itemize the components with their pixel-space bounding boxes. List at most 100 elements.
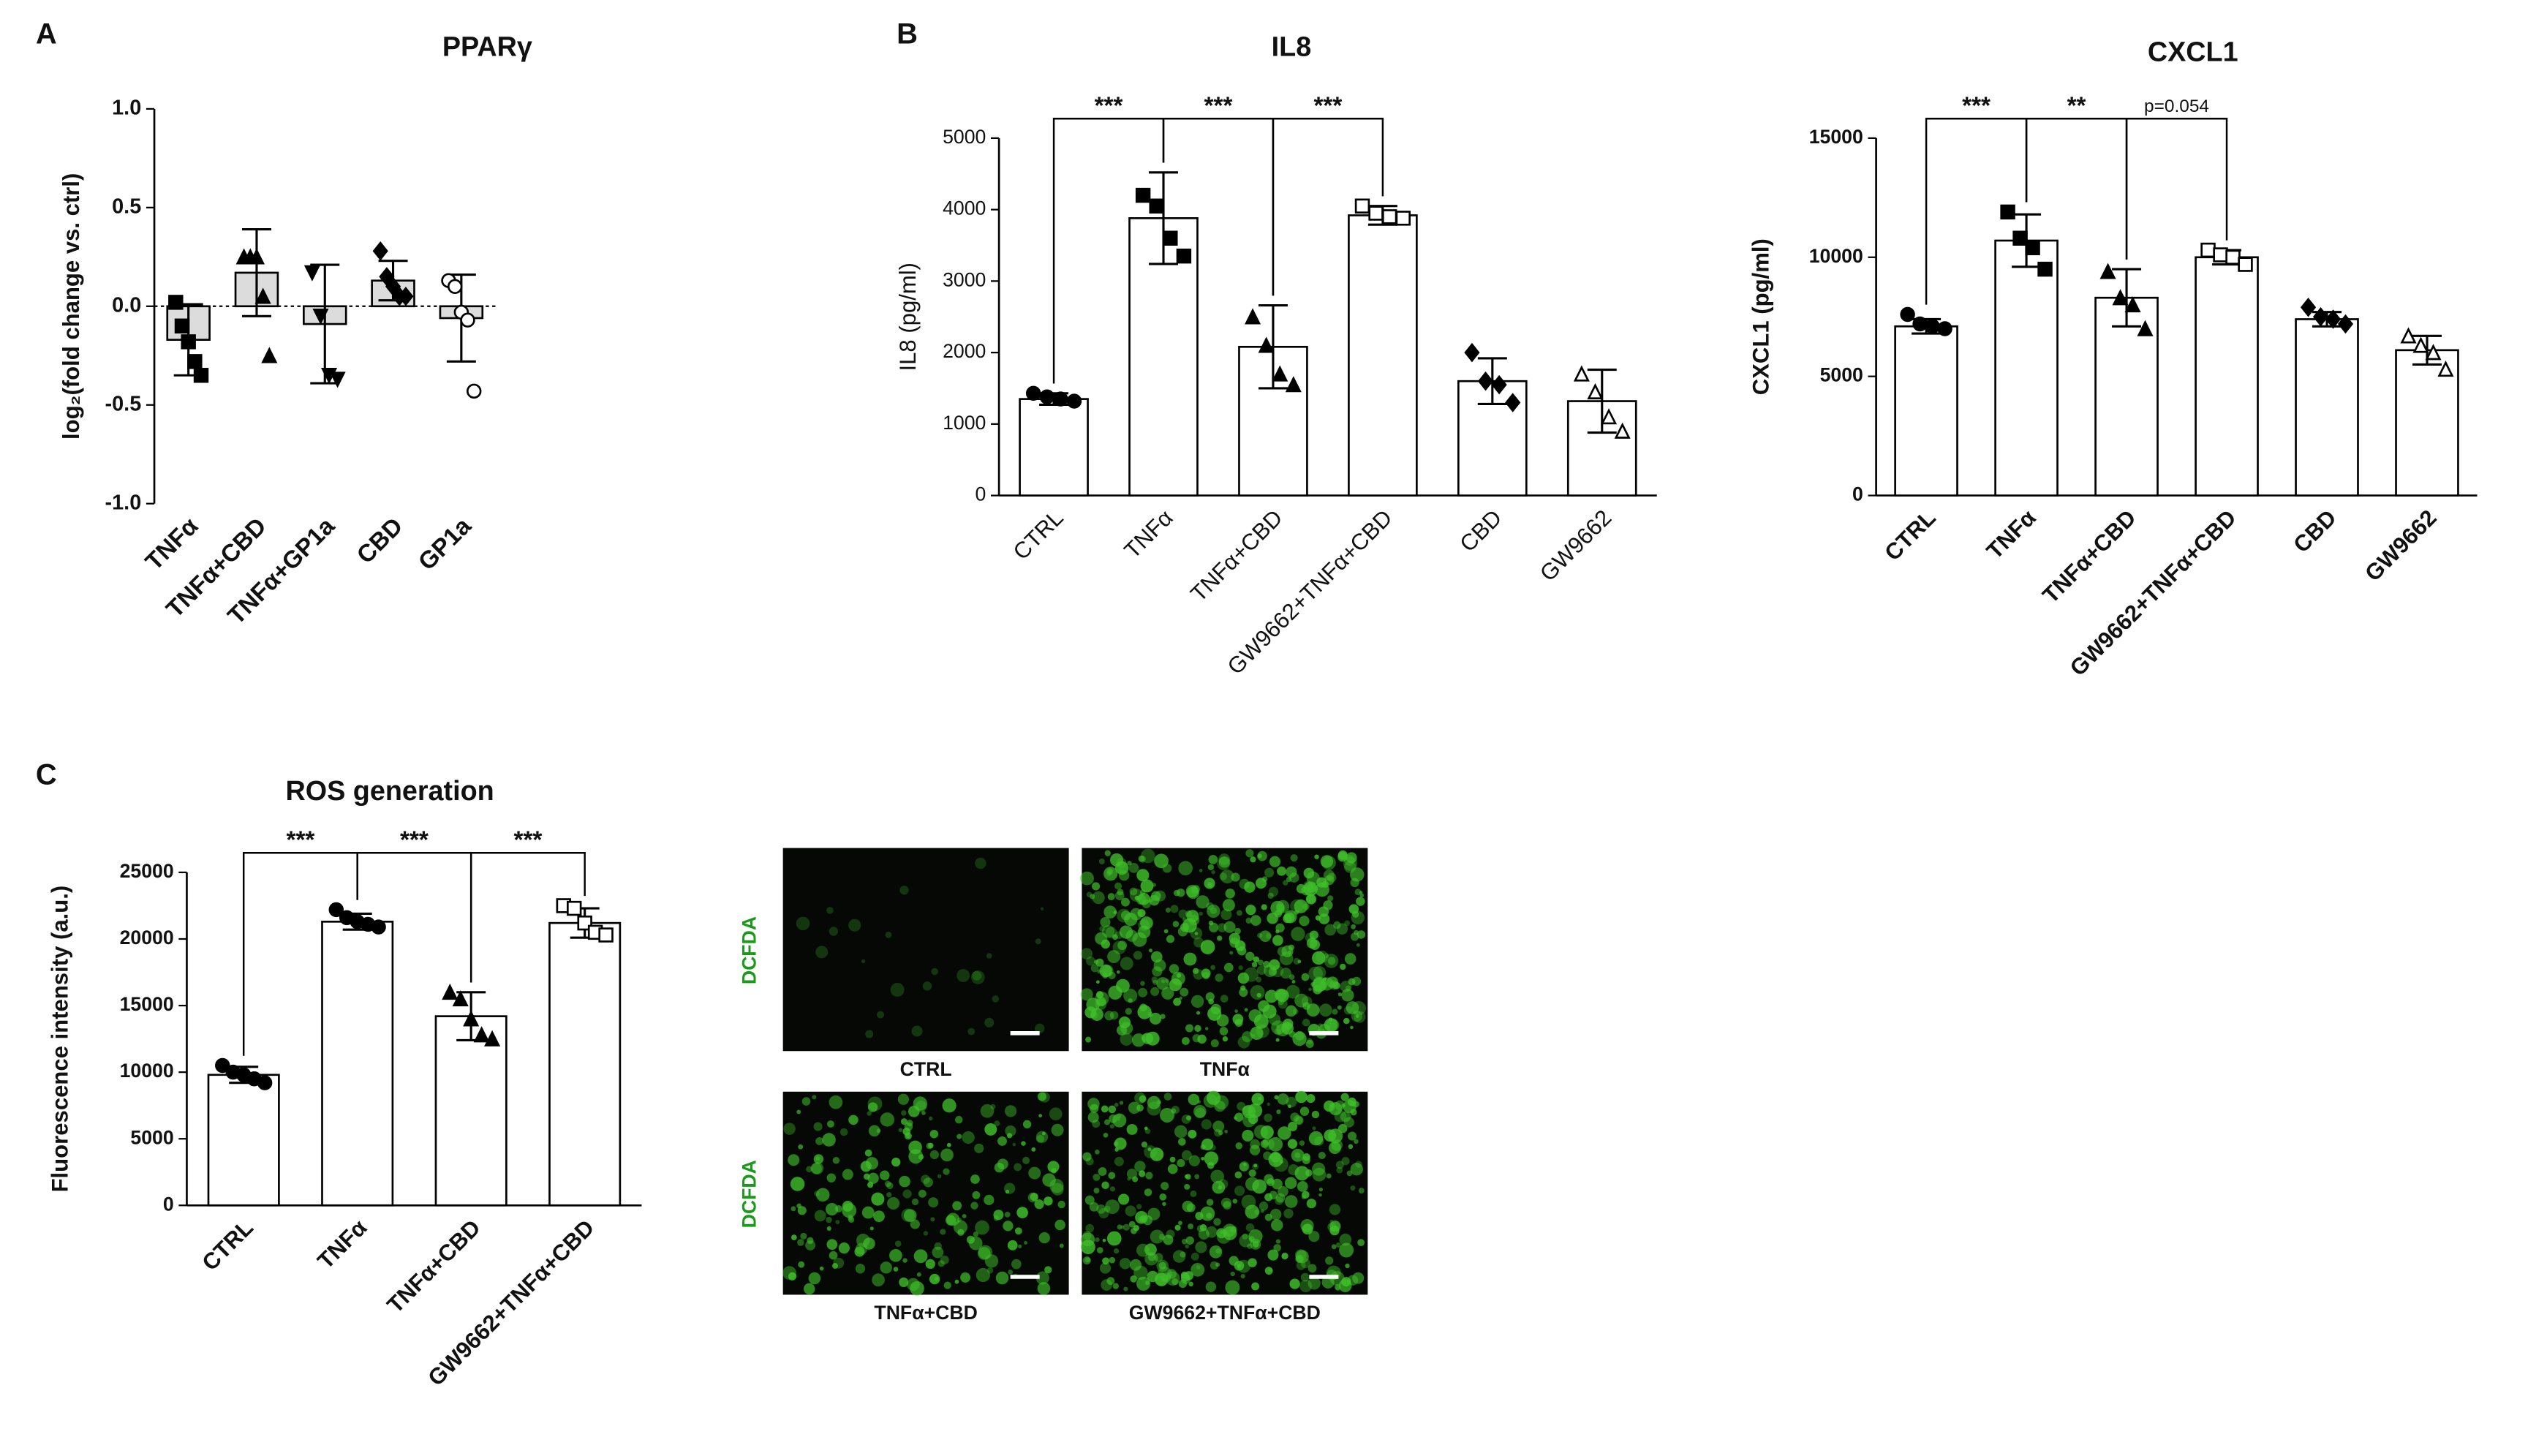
fluorescence bbox=[829, 927, 839, 936]
fluorescence bbox=[1223, 921, 1236, 933]
fluorescence bbox=[1348, 1131, 1357, 1141]
fluorescence bbox=[1087, 1112, 1099, 1123]
fluorescence bbox=[1008, 1270, 1014, 1275]
fluorescence bbox=[1206, 1199, 1214, 1206]
fluorescence bbox=[1261, 904, 1267, 910]
fluorescence bbox=[1269, 1208, 1282, 1221]
fluorescence bbox=[1156, 977, 1169, 990]
fluorescence bbox=[1244, 1008, 1248, 1012]
fluorescence bbox=[1005, 1125, 1016, 1137]
fluorescence bbox=[1148, 948, 1152, 953]
fluorescence bbox=[1341, 989, 1354, 1002]
fluorescence bbox=[1302, 1156, 1310, 1165]
fluorescence bbox=[1104, 1011, 1114, 1021]
fluorescence bbox=[1147, 1095, 1161, 1109]
data-point bbox=[1135, 187, 1151, 203]
fluorescence bbox=[962, 1214, 967, 1218]
fluorescence bbox=[1276, 899, 1290, 913]
fluorescence bbox=[1305, 932, 1315, 943]
fluorescence bbox=[796, 1203, 801, 1209]
fluorescence bbox=[1302, 1018, 1310, 1027]
panel-letter: C bbox=[36, 758, 57, 791]
fluorescence bbox=[1234, 1116, 1237, 1120]
fluorescence bbox=[943, 1281, 951, 1289]
fluorescence bbox=[1258, 1000, 1270, 1012]
fluorescence bbox=[1178, 909, 1188, 919]
data-point bbox=[2000, 204, 2015, 220]
fluorescence bbox=[1339, 1233, 1352, 1246]
fluorescence bbox=[1194, 1174, 1200, 1180]
data-point bbox=[2425, 344, 2442, 361]
fluorescence bbox=[1218, 1185, 1223, 1190]
fluorescence bbox=[1044, 1266, 1052, 1274]
x-tick-label: TNFα bbox=[312, 1215, 371, 1274]
fluorescence bbox=[1155, 1275, 1166, 1286]
x-tick-label: CTRL bbox=[197, 1215, 258, 1275]
fluorescence bbox=[1288, 1104, 1291, 1109]
fluorescence bbox=[1325, 1256, 1334, 1265]
fluorescence bbox=[1196, 1011, 1201, 1015]
fluorescence bbox=[855, 1264, 866, 1274]
fluorescence bbox=[1248, 1009, 1261, 1022]
data-point bbox=[1066, 393, 1082, 409]
fluorescence bbox=[1178, 1279, 1188, 1289]
fluorescence bbox=[1318, 1193, 1322, 1197]
fluorescence bbox=[1225, 889, 1235, 899]
fluorescence bbox=[1118, 1193, 1130, 1205]
fluorescence bbox=[1218, 856, 1231, 868]
fluorescence bbox=[1256, 976, 1262, 983]
fluorescence bbox=[1291, 980, 1296, 984]
fluorescence bbox=[1152, 979, 1158, 985]
fluorescence bbox=[1165, 908, 1171, 913]
y-tick-label: -0.5 bbox=[105, 392, 142, 415]
fluorescence bbox=[1022, 1120, 1032, 1128]
y-tick-label: 0.0 bbox=[112, 293, 141, 317]
fluorescence bbox=[1308, 1264, 1317, 1273]
fluorescence bbox=[1222, 899, 1235, 912]
bar bbox=[1894, 325, 1958, 497]
fluorescence bbox=[1264, 1174, 1274, 1184]
fluorescence bbox=[1196, 1265, 1201, 1270]
fluorescence bbox=[1308, 1231, 1320, 1242]
fluorescence bbox=[1125, 1008, 1132, 1015]
fluorescence bbox=[819, 1266, 824, 1271]
fluorescence bbox=[1242, 1233, 1248, 1240]
fluorescence bbox=[835, 1220, 840, 1224]
x-tick-label: GP1a bbox=[413, 513, 477, 576]
fluorescence bbox=[1260, 1139, 1269, 1148]
significance-label: *** bbox=[1204, 92, 1233, 119]
fluorescence bbox=[1256, 992, 1261, 998]
y-tick-label: 20000 bbox=[120, 927, 174, 948]
fluorescence bbox=[1231, 872, 1240, 882]
fluorescence bbox=[1239, 1161, 1250, 1172]
fluorescence bbox=[1129, 889, 1143, 902]
fluorescence bbox=[923, 1177, 933, 1188]
fluorescence bbox=[1268, 1137, 1283, 1152]
fluorescence bbox=[1082, 1231, 1092, 1240]
fluorescence bbox=[861, 959, 866, 964]
fluorescence bbox=[1184, 1183, 1191, 1190]
fluorescence bbox=[1163, 929, 1169, 934]
fluorescence bbox=[1267, 1249, 1279, 1261]
fluorescence bbox=[1016, 1207, 1028, 1218]
fluorescence bbox=[1277, 866, 1286, 876]
fluorescence bbox=[1215, 973, 1223, 982]
fluorescence bbox=[1163, 1234, 1174, 1245]
fluorescence bbox=[1086, 956, 1095, 966]
fluorescence bbox=[978, 1245, 993, 1259]
fluorescence bbox=[1193, 967, 1199, 974]
data-point bbox=[1477, 371, 1494, 391]
fluorescence bbox=[1167, 1163, 1178, 1174]
fluorescence bbox=[1163, 1093, 1172, 1101]
micrograph: TNFα bbox=[1080, 848, 1368, 1080]
fluorescence bbox=[1350, 932, 1359, 941]
data-point bbox=[598, 927, 614, 943]
fluorescence bbox=[1275, 1239, 1281, 1244]
fluorescence bbox=[1344, 920, 1351, 927]
fluorescence bbox=[937, 1260, 945, 1267]
data-point bbox=[1381, 209, 1397, 225]
fluorescence bbox=[1209, 1245, 1223, 1259]
fluorescence bbox=[993, 1210, 1004, 1221]
fluorescence bbox=[1343, 856, 1358, 871]
data-point bbox=[2099, 263, 2116, 279]
